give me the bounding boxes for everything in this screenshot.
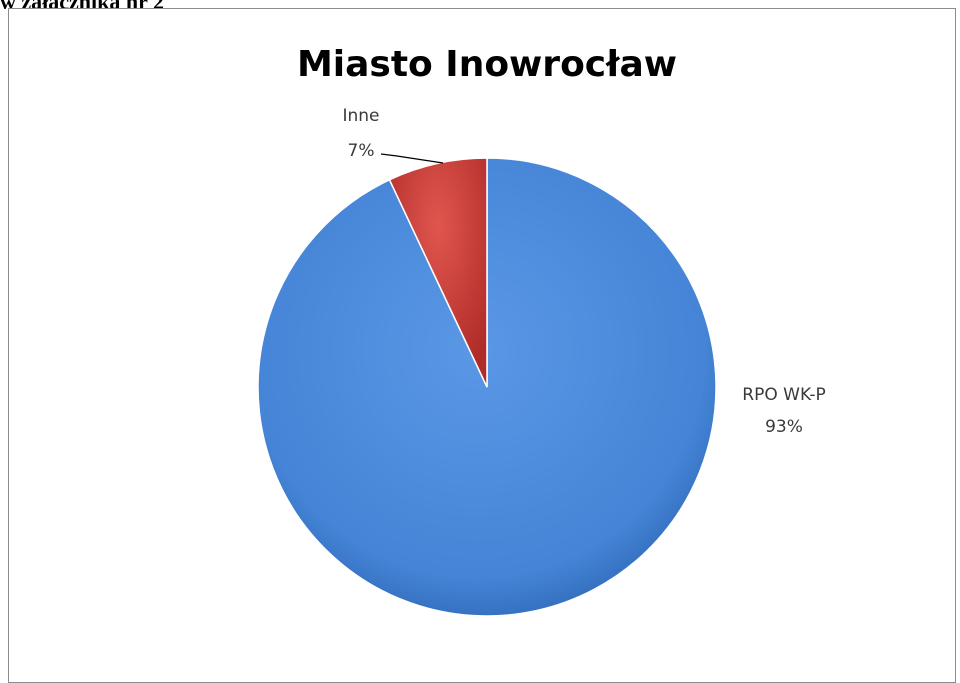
slice-label-inne-name: Inne [342, 106, 379, 126]
leader-line-inne [380, 153, 444, 164]
pie-slice-rpo-wk-p [257, 157, 717, 617]
slice-label-rpo-wk-p-name: RPO WK-P [742, 385, 825, 405]
slice-label-inne-percent: 7% [348, 141, 375, 161]
chart-title: Miasto Inowrocław [297, 44, 677, 85]
pie-labels: RPO WK-P 93% Inne 7% [342, 106, 825, 437]
pie-slice-inne [388, 157, 488, 388]
slice-label-rpo-wk-p-percent: 93% [765, 417, 803, 437]
pie-slices [257, 157, 717, 617]
